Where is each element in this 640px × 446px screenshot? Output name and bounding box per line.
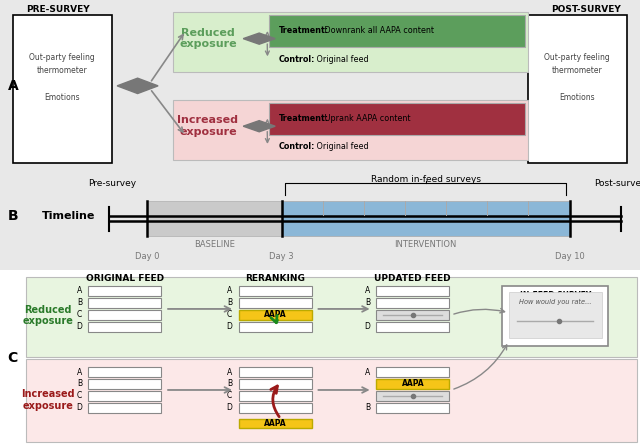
FancyBboxPatch shape xyxy=(509,292,602,338)
Text: B: B xyxy=(227,380,232,388)
Text: AAPA: AAPA xyxy=(264,310,287,319)
FancyBboxPatch shape xyxy=(88,367,161,377)
Text: A: A xyxy=(77,286,82,295)
FancyBboxPatch shape xyxy=(239,286,312,296)
FancyBboxPatch shape xyxy=(239,322,312,332)
Text: B: B xyxy=(227,298,232,307)
Text: C: C xyxy=(77,392,82,401)
Text: Reduced
exposure: Reduced exposure xyxy=(179,28,237,50)
Text: D: D xyxy=(76,322,82,331)
FancyBboxPatch shape xyxy=(88,298,161,308)
Text: Increased
exposure: Increased exposure xyxy=(177,116,239,137)
Text: Treatment:: Treatment: xyxy=(278,114,328,123)
FancyBboxPatch shape xyxy=(88,391,161,401)
Text: Day 0: Day 0 xyxy=(135,252,159,260)
Text: Out-party feeling
thermometer

Emotions: Out-party feeling thermometer Emotions xyxy=(545,53,610,102)
FancyBboxPatch shape xyxy=(239,419,312,429)
Polygon shape xyxy=(243,33,275,44)
FancyBboxPatch shape xyxy=(239,379,312,389)
FancyBboxPatch shape xyxy=(13,16,112,163)
FancyBboxPatch shape xyxy=(239,391,312,401)
FancyBboxPatch shape xyxy=(0,172,640,270)
Text: B: B xyxy=(8,209,19,223)
FancyBboxPatch shape xyxy=(88,286,161,296)
Text: Post-survey: Post-survey xyxy=(595,179,640,188)
Text: D: D xyxy=(76,404,82,413)
Text: Day 10: Day 10 xyxy=(555,252,584,260)
Text: D: D xyxy=(227,404,232,413)
FancyBboxPatch shape xyxy=(269,16,525,47)
Text: RERANKING: RERANKING xyxy=(245,274,305,283)
Text: Timeline: Timeline xyxy=(42,211,95,221)
Text: Downrank all AAPA content: Downrank all AAPA content xyxy=(322,26,434,35)
Text: Out-party feeling
thermometer

Emotions: Out-party feeling thermometer Emotions xyxy=(29,53,95,102)
FancyBboxPatch shape xyxy=(173,12,528,72)
FancyBboxPatch shape xyxy=(26,359,637,442)
FancyBboxPatch shape xyxy=(376,379,449,389)
Text: Uprank AAPA content: Uprank AAPA content xyxy=(322,114,410,123)
FancyBboxPatch shape xyxy=(528,16,627,163)
Text: C: C xyxy=(77,310,82,319)
Text: A: A xyxy=(227,368,232,376)
Text: C: C xyxy=(227,392,232,401)
FancyBboxPatch shape xyxy=(239,367,312,377)
FancyBboxPatch shape xyxy=(376,391,449,401)
Text: Control:: Control: xyxy=(278,55,315,64)
Text: POST-SURVEY: POST-SURVEY xyxy=(551,5,620,14)
Text: B: B xyxy=(77,298,82,307)
Text: AAPA: AAPA xyxy=(401,380,424,388)
Text: How would you rate...: How would you rate... xyxy=(519,299,591,305)
Text: Increased
exposure: Increased exposure xyxy=(21,389,75,411)
Text: A: A xyxy=(77,368,82,376)
Text: IN-FEED SURVEY: IN-FEED SURVEY xyxy=(520,291,591,300)
Text: D: D xyxy=(364,322,370,331)
Text: BASELINE: BASELINE xyxy=(194,240,235,249)
Text: C: C xyxy=(8,351,18,365)
FancyBboxPatch shape xyxy=(239,310,312,320)
Text: INTERVENTION: INTERVENTION xyxy=(394,240,457,249)
FancyBboxPatch shape xyxy=(147,201,282,236)
FancyBboxPatch shape xyxy=(376,403,449,413)
Text: ORIGINAL FEED: ORIGINAL FEED xyxy=(86,274,164,283)
Text: Original feed: Original feed xyxy=(314,55,368,64)
Text: A: A xyxy=(8,79,19,93)
Text: Pre-survey: Pre-survey xyxy=(88,179,136,188)
Text: C: C xyxy=(227,310,232,319)
FancyBboxPatch shape xyxy=(376,367,449,377)
Text: AAPA: AAPA xyxy=(264,419,287,428)
Text: B: B xyxy=(365,298,370,307)
Text: B: B xyxy=(77,380,82,388)
Text: B: B xyxy=(365,404,370,413)
FancyBboxPatch shape xyxy=(0,0,640,172)
FancyBboxPatch shape xyxy=(269,103,525,135)
Text: Day 3: Day 3 xyxy=(269,252,294,260)
FancyBboxPatch shape xyxy=(26,277,637,357)
FancyBboxPatch shape xyxy=(282,201,570,236)
FancyBboxPatch shape xyxy=(376,310,449,320)
Polygon shape xyxy=(117,78,158,94)
Text: Reduced
exposure: Reduced exposure xyxy=(22,305,74,326)
Text: D: D xyxy=(227,322,232,331)
FancyBboxPatch shape xyxy=(239,298,312,308)
FancyBboxPatch shape xyxy=(376,322,449,332)
Text: UPDATED FEED: UPDATED FEED xyxy=(374,274,451,283)
FancyBboxPatch shape xyxy=(376,298,449,308)
Text: A: A xyxy=(365,368,370,376)
Text: A: A xyxy=(227,286,232,295)
FancyBboxPatch shape xyxy=(173,99,528,160)
Text: PRE-SURVEY: PRE-SURVEY xyxy=(26,5,90,14)
FancyBboxPatch shape xyxy=(239,403,312,413)
FancyBboxPatch shape xyxy=(88,322,161,332)
FancyBboxPatch shape xyxy=(502,286,608,346)
FancyBboxPatch shape xyxy=(88,310,161,320)
Text: Original feed: Original feed xyxy=(314,142,368,151)
FancyBboxPatch shape xyxy=(88,403,161,413)
Polygon shape xyxy=(243,120,275,132)
Text: A: A xyxy=(365,286,370,295)
Text: Treatment:: Treatment: xyxy=(278,26,328,35)
Text: Random in-feed surveys: Random in-feed surveys xyxy=(371,175,481,184)
Text: Control:: Control: xyxy=(278,142,315,151)
FancyBboxPatch shape xyxy=(376,286,449,296)
FancyBboxPatch shape xyxy=(88,379,161,389)
